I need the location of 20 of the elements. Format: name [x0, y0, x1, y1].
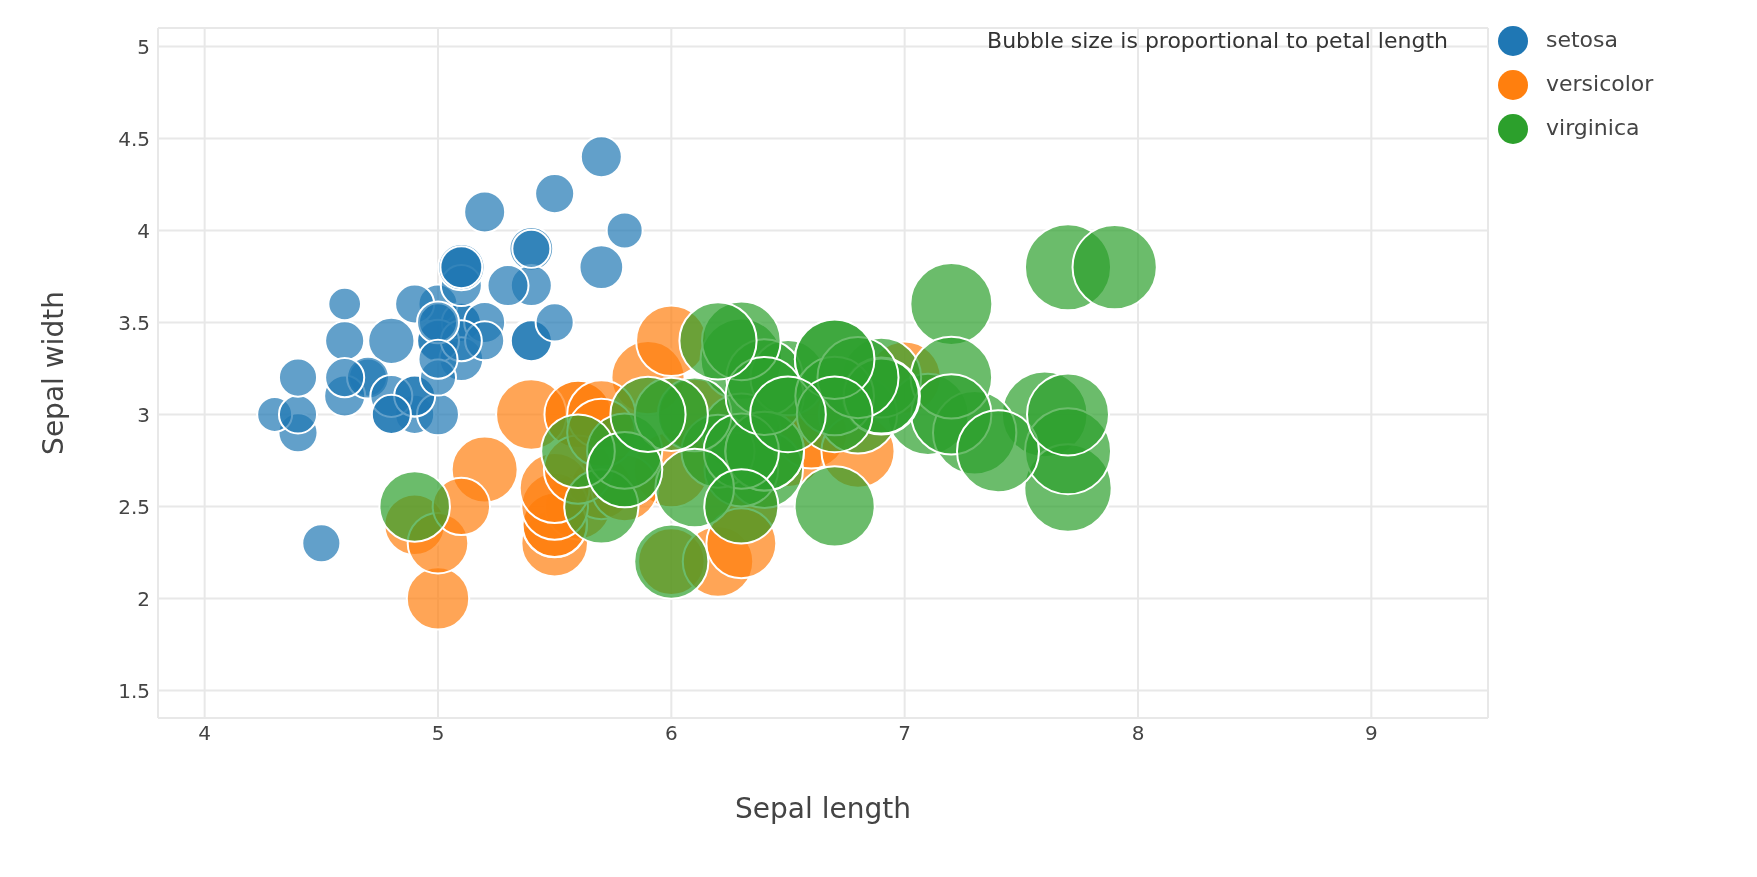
- legend-label: virginica: [1546, 115, 1640, 140]
- x-tick-label: 6: [664, 721, 678, 746]
- x-tick-label: 4: [198, 721, 212, 746]
- x-tick-label: 9: [1364, 721, 1378, 746]
- y-tick-label: 3: [137, 402, 150, 427]
- y-tick-label: 2: [137, 586, 150, 611]
- y-tick-label: 4.5: [118, 126, 150, 151]
- y-tick-label: 3.5: [118, 310, 150, 335]
- legend-label: versicolor: [1546, 71, 1654, 96]
- annotation: Bubble size is proportional to petal length: [987, 28, 1448, 53]
- y-tick-label: 5: [137, 34, 150, 59]
- y-axis-title: Sepal width: [36, 291, 70, 455]
- x-tick-label: 8: [1131, 721, 1145, 746]
- x-tick-label: 7: [898, 721, 912, 746]
- y-tick-label: 4: [137, 218, 150, 243]
- x-axis-title: Sepal length: [735, 792, 911, 825]
- x-tick-label: 5: [431, 721, 445, 746]
- y-tick-label: 1.5: [118, 678, 150, 703]
- y-tick-label: 2.5: [118, 494, 150, 519]
- legend-label: setosa: [1546, 27, 1619, 52]
